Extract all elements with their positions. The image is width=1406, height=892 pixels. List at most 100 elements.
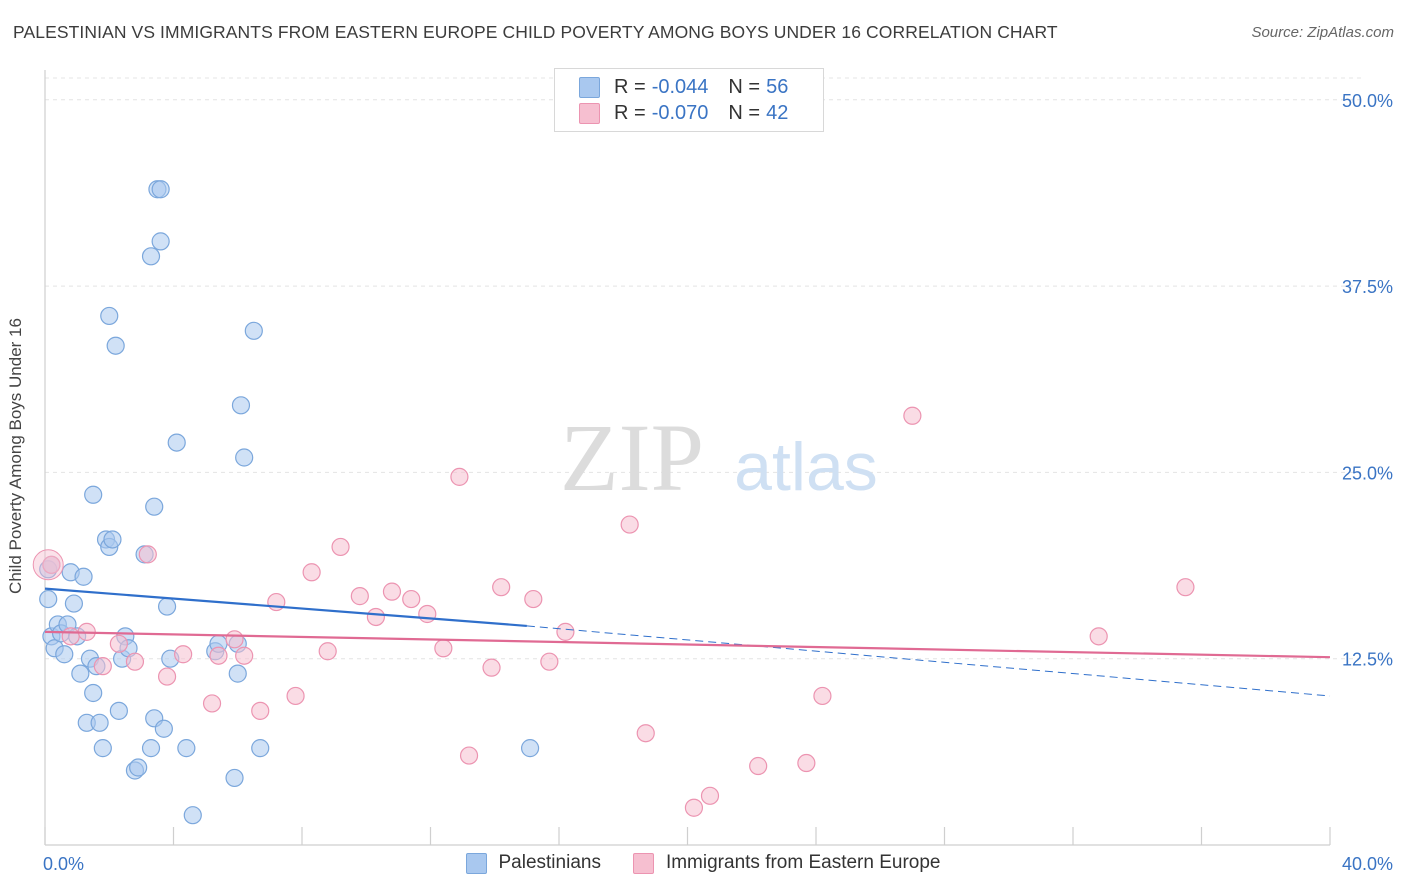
data-point xyxy=(84,683,103,703)
data-point xyxy=(125,652,145,671)
data-point xyxy=(157,597,177,616)
correlation-legend: R = -0.044 N = 56 R = -0.070 N = 42 xyxy=(554,68,824,132)
data-point xyxy=(109,701,128,720)
data-point xyxy=(174,645,193,664)
data-point xyxy=(39,589,58,609)
data-point xyxy=(71,664,90,683)
legend-item-palestinians[interactable]: Palestinians xyxy=(465,852,601,874)
series-palestinians xyxy=(39,180,540,825)
data-point xyxy=(61,627,80,646)
legend-label-immigrants: Immigrants from Eastern Europe xyxy=(665,852,941,873)
n-label: N = xyxy=(728,75,761,98)
data-point xyxy=(302,563,321,582)
data-point xyxy=(183,806,202,825)
data-point xyxy=(202,694,222,713)
data-point xyxy=(177,739,196,758)
data-point xyxy=(151,232,170,251)
legend-item-immigrants[interactable]: Immigrants from Eastern Europe xyxy=(632,852,941,874)
data-point xyxy=(100,306,119,326)
data-point xyxy=(797,753,816,773)
data-point xyxy=(93,657,112,676)
data-point xyxy=(418,604,437,624)
r-label: R = xyxy=(614,75,646,98)
legend-swatch-pink xyxy=(579,102,600,124)
watermark: ZIP atlas xyxy=(560,404,878,511)
series-immigrants-eastern-europe xyxy=(32,406,1195,817)
axes xyxy=(44,70,1331,846)
data-point xyxy=(138,545,157,564)
data-point xyxy=(167,433,186,452)
data-point xyxy=(684,798,704,817)
data-point xyxy=(382,582,402,601)
data-point xyxy=(103,530,122,549)
data-point xyxy=(157,667,177,686)
data-point xyxy=(55,645,74,664)
data-point xyxy=(459,746,479,765)
data-point xyxy=(109,634,128,653)
trend-line-palestinians xyxy=(44,587,527,628)
trend-line-palestinians-extrapolated xyxy=(526,625,1331,697)
y-tick-label: 25.0% xyxy=(1342,463,1393,483)
n-value: 56 xyxy=(766,75,789,98)
n-label: N = xyxy=(728,101,761,124)
data-point xyxy=(331,537,350,557)
data-point xyxy=(402,589,421,609)
y-tick-label: 50.0% xyxy=(1342,91,1393,111)
data-point xyxy=(151,180,170,199)
data-point xyxy=(141,739,161,758)
data-point xyxy=(74,567,93,586)
data-point xyxy=(556,622,575,641)
series-legend: Palestinians Immigrants from Eastern Eur… xyxy=(0,852,1406,874)
data-point xyxy=(482,658,501,677)
data-point xyxy=(492,578,511,597)
legend-row-immigrants: R = -0.070 N = 42 xyxy=(579,101,788,125)
data-point xyxy=(350,587,369,606)
data-point xyxy=(225,768,244,788)
r-value: -0.044 xyxy=(651,75,709,98)
source-label: Source: ZipAtlas.com xyxy=(1251,24,1394,41)
data-point xyxy=(90,713,109,732)
data-point xyxy=(318,642,337,661)
data-point xyxy=(434,639,453,658)
data-point xyxy=(106,336,125,355)
legend-swatch-immigrants xyxy=(632,852,654,874)
data-point xyxy=(141,247,161,266)
r-label: R = xyxy=(614,101,646,124)
tick-labels: 12.5% 25.0% 37.5% 50.0% 0.0% 40.0% xyxy=(43,91,1393,874)
data-point xyxy=(524,589,543,609)
data-point xyxy=(251,739,270,758)
data-point xyxy=(636,724,655,743)
data-point xyxy=(700,786,720,805)
data-point xyxy=(209,646,228,665)
x-tick-label: 40.0% xyxy=(1342,854,1393,874)
legend-label-palestinians: Palestinians xyxy=(498,852,601,873)
data-point xyxy=(520,739,540,758)
data-point xyxy=(225,630,244,649)
data-point xyxy=(813,686,832,706)
legend-row-palestinians: R = -0.044 N = 56 xyxy=(579,75,788,99)
n-value: 42 xyxy=(766,101,789,124)
watermark-zip: ZIP xyxy=(560,404,704,511)
data-point xyxy=(42,555,61,574)
data-point xyxy=(129,758,148,777)
trend-lines xyxy=(44,587,1331,697)
watermark-atlas: atlas xyxy=(734,429,878,505)
legend-swatch-palestinians xyxy=(465,852,487,874)
trend-line-immigrants xyxy=(44,630,1331,659)
data-point xyxy=(540,652,559,671)
data-point xyxy=(145,497,164,516)
data-point xyxy=(244,321,263,340)
data-point xyxy=(450,467,469,486)
data-point xyxy=(1089,627,1108,646)
data-point xyxy=(1176,578,1195,597)
data-point xyxy=(64,594,84,613)
data-point xyxy=(286,686,305,706)
data-point xyxy=(93,739,112,758)
y-tick-label: 37.5% xyxy=(1342,277,1393,297)
data-point xyxy=(84,485,103,504)
data-point xyxy=(620,515,639,534)
data-point xyxy=(228,664,247,683)
y-tick-label: 12.5% xyxy=(1342,650,1393,670)
data-point xyxy=(235,448,254,467)
